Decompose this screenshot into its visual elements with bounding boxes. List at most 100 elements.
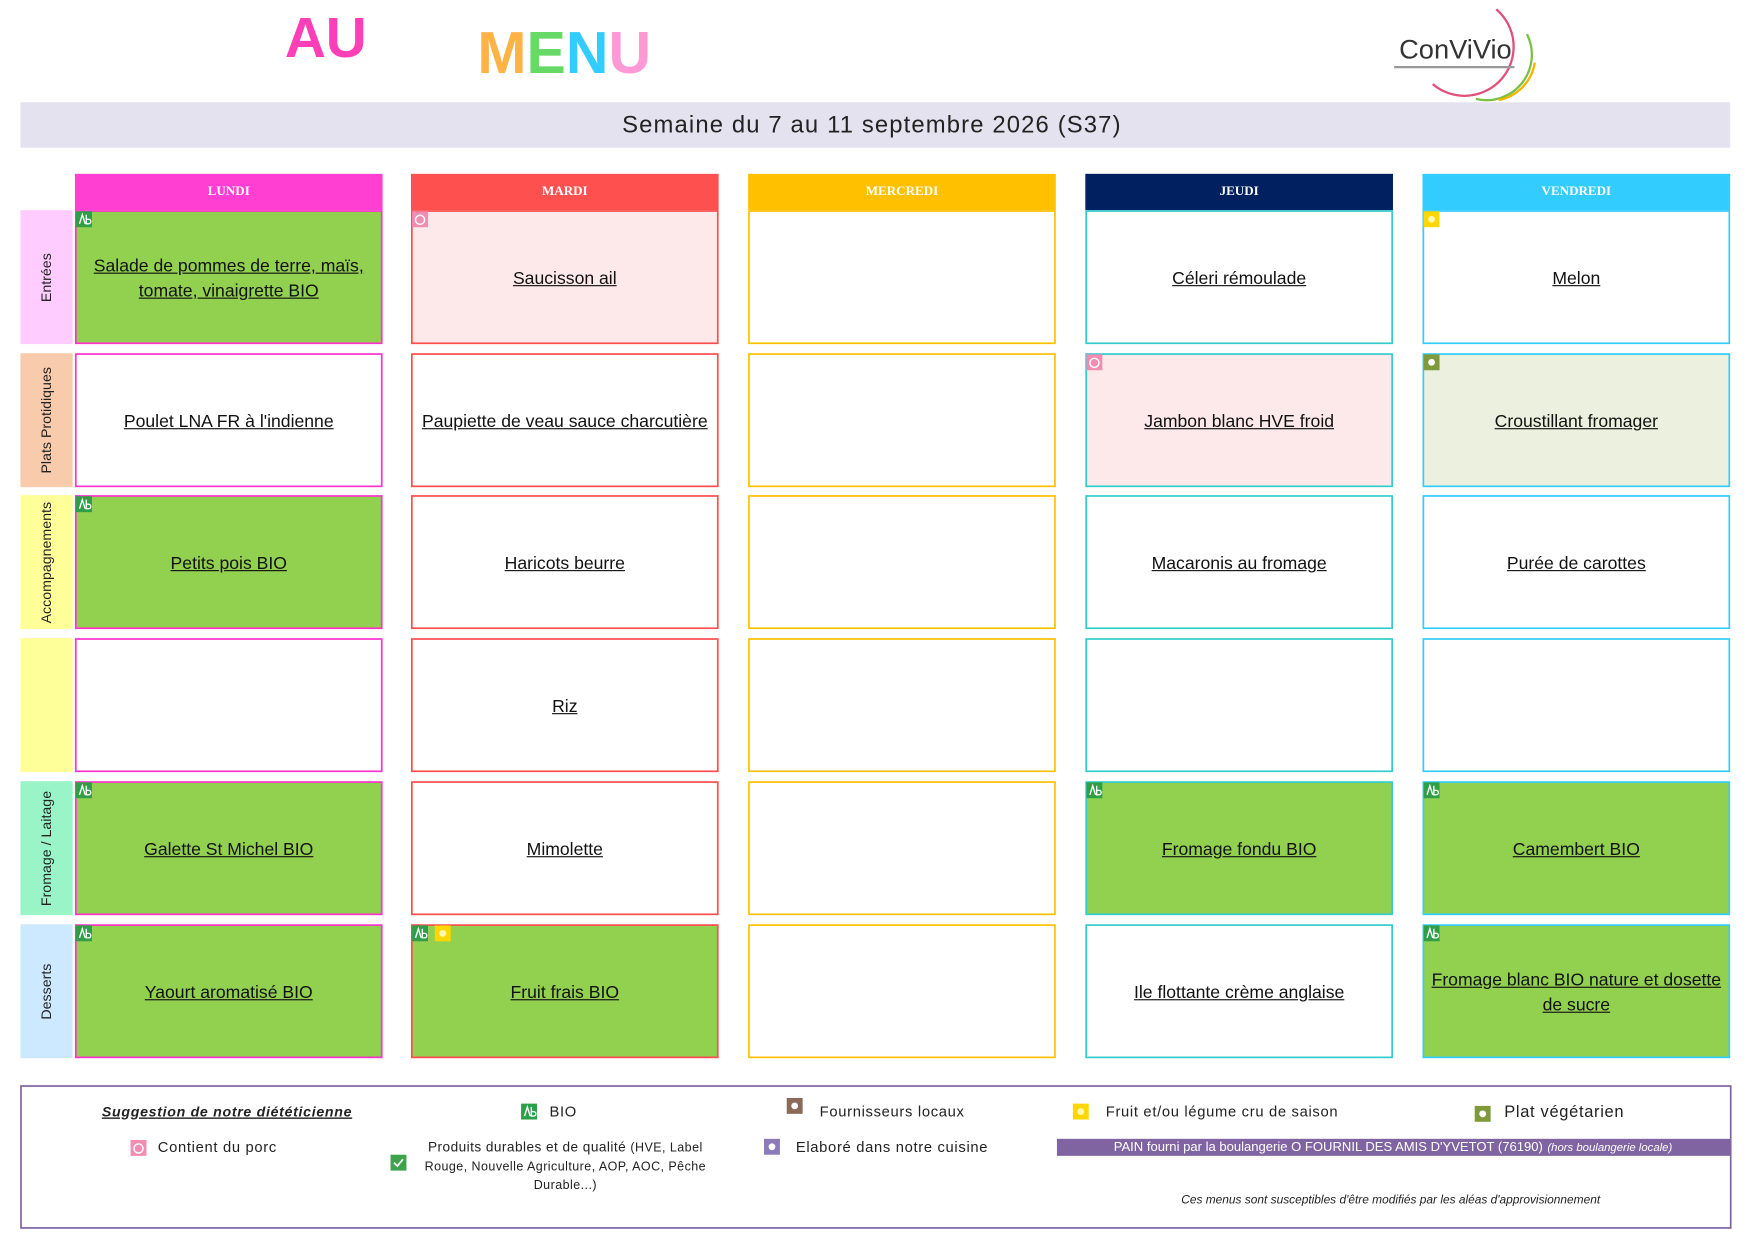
dish-text: Mimolette: [526, 840, 603, 860]
legend-locaux: Fournisseurs locaux: [820, 1105, 965, 1121]
menu-cell: [410, 781, 719, 916]
menu-cell: [410, 353, 719, 488]
icon-durables: [390, 1154, 407, 1171]
dish-box: Fromage blanc BIO nature et dosette de s…: [1424, 929, 1729, 1058]
dish-text: Macaronis au fromage: [1151, 554, 1327, 574]
day-header: [1085, 173, 1393, 211]
dish-text: Jambon blanc HVE froid: [1144, 412, 1335, 432]
title-menu: MENU: [477, 19, 651, 85]
dish-text: Camembert BIO: [1512, 840, 1640, 860]
menu-cell: [748, 210, 1056, 345]
dish-text: Céleri rémoulade: [1172, 269, 1307, 289]
menu-cell: [74, 353, 383, 488]
dish-box: Purée de carottes: [1424, 500, 1729, 629]
icon-bio: [1423, 782, 1440, 799]
menu-grid: LUNDI MARDI MERCREDI JEUDI VENDREDI Entrées Sa…: [20, 173, 1731, 1059]
icon-locaux: [786, 1097, 803, 1114]
bread-text: PAIN fourni par la boulangerie O FOURNIL…: [1114, 1139, 1673, 1154]
menu-cell: [1422, 210, 1731, 345]
menu-cell: [748, 781, 1056, 916]
icon-glyph: [791, 1102, 799, 1110]
icon-glyph: [78, 926, 92, 939]
legend: Suggestion de notre diététicienne BIO Four…: [102, 1097, 1731, 1206]
dish-text: Paupiette de veau sauce charcutière: [421, 412, 708, 432]
row-label: Plats Protidiques: [20, 353, 72, 487]
icon-bio: [412, 925, 428, 942]
icon-glyph: [1426, 926, 1440, 939]
icon-glyph: [1089, 357, 1100, 369]
icon-porc: [130, 1139, 147, 1156]
menu-cell: [74, 638, 383, 773]
menu-cell: [748, 924, 1056, 1059]
icon-saison: [1072, 1103, 1089, 1120]
row-label-bg: [20, 924, 73, 1059]
legend-bio: BIO: [549, 1105, 576, 1121]
icon-glyph: [78, 212, 92, 225]
icon-glyph: [1428, 215, 1435, 223]
dish: Melon: [1424, 215, 1729, 344]
day-label: MERCREDI: [866, 183, 938, 198]
dish: Camembert BIO: [1512, 840, 1640, 860]
dish-text: Salade de pommes de terre, maïs, tomate,…: [93, 256, 364, 301]
logo: ConViVio: [1394, 8, 1537, 102]
legend-durables-text: Produits durables et de qualité: [428, 1138, 627, 1155]
icon-glyph: [393, 1158, 404, 1168]
dish-text: Fromage fondu BIO: [1161, 840, 1317, 860]
dish: Céleri rémoulade: [1086, 215, 1391, 344]
dish-text: Purée de carottes: [1506, 554, 1646, 574]
row-label-bg: [20, 638, 73, 773]
menu-cell: [748, 495, 1056, 630]
dish: Riz: [552, 697, 578, 717]
dish-text: Melon: [1552, 269, 1601, 289]
icon-glyph: [523, 1104, 537, 1117]
day-header: [748, 173, 1056, 211]
menu-cell: [74, 210, 383, 345]
title-au: AU: [285, 7, 367, 70]
legend-durables-box: Produits durables et de qualité (HVE, La…: [409, 1139, 722, 1195]
dish-box: Céleri rémoulade: [1086, 215, 1391, 344]
dish: Croustillant fromager: [1494, 412, 1658, 432]
row-label-text: Plats Protidiques: [38, 366, 55, 474]
menu-cell: [410, 924, 719, 1059]
dish: Salade de pommes de terre, maïs, tomate,…: [93, 256, 364, 301]
dish: Poulet LNA FR à l'indienne: [124, 412, 334, 431]
row-label-box: Entrées: [20, 210, 72, 344]
dish-text: Fruit frais BIO: [510, 983, 620, 1003]
menu-cell: [1085, 924, 1393, 1059]
legend-durables: Produits durables et de qualité (HVE, La…: [409, 1139, 722, 1195]
icon-glyph: [1479, 1110, 1487, 1118]
menu-cell: [74, 781, 383, 916]
legend-cuisine: Elaboré dans notre cuisine: [796, 1140, 988, 1156]
dish-text: Riz: [552, 697, 578, 717]
row-label-box: Plats Protidiques: [20, 353, 72, 487]
menu-cell: [74, 495, 383, 630]
day-label: MARDI: [542, 183, 588, 198]
dish-text: Haricots beurre: [504, 554, 625, 574]
icon-glyph: [1426, 783, 1440, 796]
row-label-text: Accompagnements: [38, 501, 55, 623]
dish: Fruit frais BIO: [412, 929, 717, 1058]
bread-note: (hors boulangerie locale): [1547, 1142, 1672, 1154]
row-label-box: Fromage / Laitage: [20, 781, 72, 915]
row-label-text: Fromage / Laitage: [38, 790, 55, 906]
dish-text: Croustillant fromager: [1494, 412, 1658, 432]
icon-bio: [76, 925, 92, 942]
icon-bio: [76, 496, 92, 513]
dish-box: Jambon blanc HVE froid: [1086, 358, 1391, 487]
menu-cell: [1085, 353, 1393, 488]
dish: Jambon blanc HVE froid: [1086, 358, 1391, 487]
icon-glyph: [133, 1143, 144, 1154]
row-label: Accompagnements: [38, 501, 55, 623]
week-title: Semaine du 7 au 11 septembre 2026 (S37): [622, 111, 1122, 138]
dish-box: Petits pois BIO: [76, 500, 381, 629]
dish-box: Melon: [1424, 215, 1729, 344]
dish-box: Yaourt aromatisé BIO: [76, 929, 381, 1058]
legend-saison: Fruit et/ou légume cru de saison: [1106, 1105, 1339, 1121]
day-header: [410, 173, 719, 211]
icon-glyph: [1077, 1108, 1085, 1115]
week-banner: [20, 102, 1731, 148]
icon-bio: [1423, 925, 1440, 942]
dish-box: Fruit frais BIO: [412, 929, 717, 1058]
dish-box: Ile flottante crème anglaise: [1086, 929, 1391, 1058]
